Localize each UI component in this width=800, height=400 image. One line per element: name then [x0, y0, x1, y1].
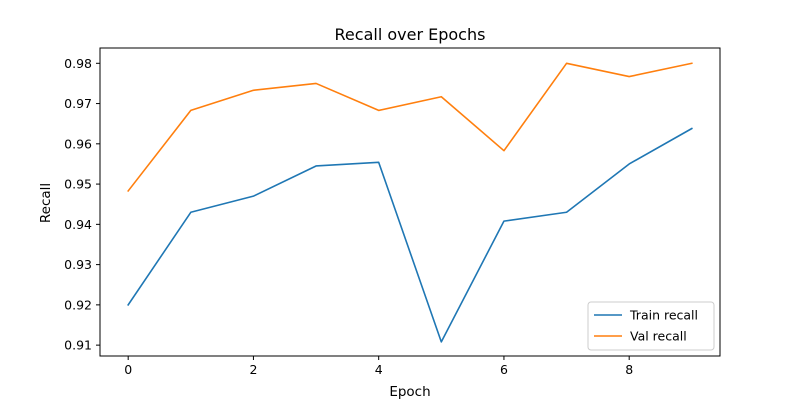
y-tick-label: 0.97 [64, 96, 92, 111]
series-line-train-recall [127, 127, 693, 343]
x-tick-label: 8 [625, 362, 633, 377]
y-tick-label: 0.95 [64, 177, 92, 192]
y-tick-label: 0.92 [64, 297, 92, 312]
x-tick-label: 2 [249, 362, 257, 377]
legend: Train recall Val recall [587, 301, 715, 351]
y-tick-label: 0.96 [64, 136, 92, 151]
chart-title: Recall over Epochs [335, 25, 486, 44]
series-line-val-recall [127, 62, 693, 193]
plot-area [127, 62, 693, 343]
x-tick-label: 6 [500, 362, 508, 377]
y-tick-label: 0.94 [64, 217, 92, 232]
x-tick-label: 4 [375, 362, 383, 377]
x-axis-title: Epoch [389, 384, 430, 400]
plot-frame [99, 47, 721, 357]
legend-box [587, 301, 715, 351]
y-tick-label: 0.98 [64, 56, 92, 71]
y-tick-label: 0.93 [64, 257, 92, 272]
legend-label: Val recall [630, 329, 687, 344]
x-tick-label: 0 [124, 362, 132, 377]
axes: 0 2 4 6 8 0.91 0.92 0.93 0.94 0.95 0.96 0.97 0.98 [64, 56, 633, 377]
legend-label: Train recall [629, 308, 698, 323]
y-tick-label: 0.91 [64, 338, 92, 353]
y-axis-title: Recall [38, 183, 54, 223]
